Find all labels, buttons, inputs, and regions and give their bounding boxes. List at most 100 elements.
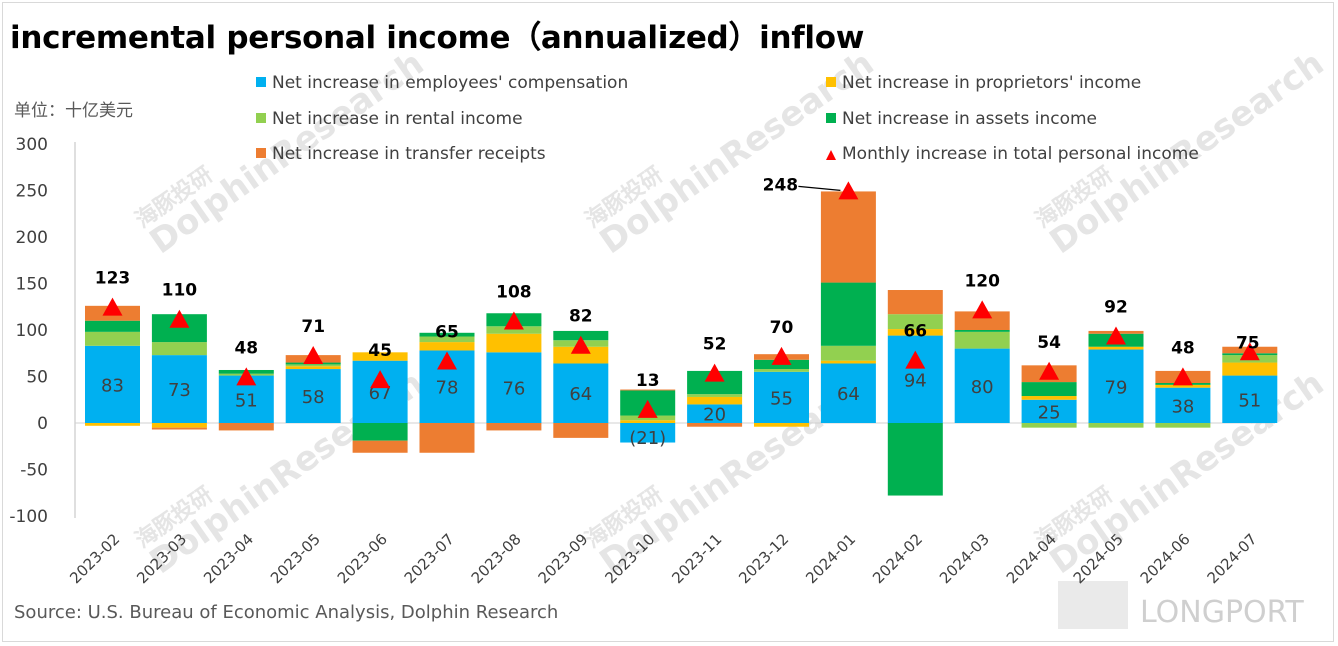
bar-segment <box>687 394 743 397</box>
total-marker <box>1039 361 1060 380</box>
x-tick-label: 2024-03 <box>936 530 993 587</box>
bar-group: 20 <box>687 370 743 427</box>
bar-segment <box>887 329 943 336</box>
total-label: 48 <box>234 338 258 358</box>
total-marker <box>437 351 457 370</box>
bar-segment <box>887 423 943 496</box>
x-tick-label: 2024-07 <box>1204 530 1261 587</box>
total-label: 108 <box>496 283 532 303</box>
callout-line <box>798 185 841 191</box>
total-marker <box>503 311 524 330</box>
bar-segment <box>352 352 408 361</box>
bar-data-label: 78 <box>436 378 459 399</box>
y-tick-label: 250 <box>16 182 48 202</box>
bar-segment <box>620 389 676 391</box>
total-marker <box>1172 367 1193 386</box>
legend-swatch <box>256 148 266 158</box>
legend-item: Monthly increase in total personal incom… <box>826 144 1199 164</box>
bar-segment <box>1021 399 1077 423</box>
bar-segment <box>1021 423 1077 428</box>
bars: 83 73 51 58 67 78 76 64 (21) 20 55 64 94 80 25 79 38 51 <box>85 191 1278 496</box>
total-label: 45 <box>368 341 392 361</box>
legend-item: Net increase in rental income <box>256 109 523 129</box>
bar-group: 94 <box>887 290 943 496</box>
total-marker <box>169 309 190 328</box>
total-label: 110 <box>162 281 198 301</box>
bar-data-label: (21) <box>629 428 666 449</box>
total-marker <box>1106 326 1126 345</box>
total-label: 65 <box>435 323 459 343</box>
bar-data-label: 83 <box>101 375 124 396</box>
bar-segment <box>1155 423 1211 428</box>
bar-segment <box>486 423 542 431</box>
bar-segment <box>85 331 140 346</box>
bar-segment <box>218 423 274 431</box>
total-marker <box>370 370 391 389</box>
bar-group: 80 <box>954 311 1010 423</box>
x-tick-label: 2024-01 <box>802 530 859 587</box>
total-marker <box>972 300 993 319</box>
total-markers: 123 110 48 71 45 65 108 82 13 52 70 248 66 120 54 92 48 7… <box>95 175 1260 418</box>
bar-segment <box>687 423 743 427</box>
bar-segment <box>151 342 207 356</box>
bar-data-label: 73 <box>168 380 191 401</box>
y-tick-label: -100 <box>9 507 48 527</box>
legend: Net increase in employees' compensation N… <box>256 73 1199 164</box>
bar-segment <box>1222 375 1278 423</box>
total-marker <box>102 297 123 316</box>
bar-segment <box>887 314 943 330</box>
bar-segment <box>419 342 475 351</box>
source-note: Source: U.S. Bureau of Economic Analysis… <box>14 602 559 623</box>
x-tick-label: 2023-08 <box>468 530 525 587</box>
total-label: 66 <box>903 322 927 342</box>
bar-segment <box>954 311 1010 330</box>
bar-segment <box>151 355 207 423</box>
bar-segment <box>285 369 341 423</box>
bar-data-label: 55 <box>770 388 793 409</box>
bar-segment <box>553 423 609 438</box>
bar-segment <box>887 335 943 423</box>
bar-segment <box>1021 382 1077 397</box>
logo-mark <box>1058 581 1128 629</box>
bar-segment <box>754 371 809 423</box>
bar-group: 25 <box>1021 365 1077 428</box>
bar-segment <box>151 423 207 428</box>
bar-segment <box>553 346 609 364</box>
total-label: 248 <box>763 175 799 195</box>
bar-segment <box>687 370 743 395</box>
legend-label: Net increase in rental income <box>272 109 523 129</box>
bar-segment <box>687 396 743 405</box>
bar-segment <box>1088 349 1144 423</box>
bar-data-label: 80 <box>971 377 994 398</box>
x-tick-label: 2023-12 <box>735 530 792 587</box>
total-label: 70 <box>770 318 794 338</box>
bar-segment <box>754 369 809 372</box>
total-marker <box>838 181 859 200</box>
legend-marker <box>826 150 836 160</box>
total-label: 54 <box>1037 333 1061 353</box>
bar-data-label: 58 <box>302 387 325 408</box>
legend-item: Net increase in proprietors' income <box>826 73 1141 93</box>
bar-segment <box>85 423 140 426</box>
total-label: 120 <box>964 271 1000 291</box>
bar-segment <box>887 290 943 315</box>
bar-data-label: 38 <box>1171 396 1194 417</box>
bar-group: 58 <box>285 355 341 423</box>
y-tick-label: 0 <box>37 414 48 434</box>
x-tick-label: 2023-07 <box>401 530 458 587</box>
bar-segment <box>820 363 876 423</box>
total-marker <box>236 367 257 386</box>
y-tick-label: 100 <box>16 321 48 341</box>
bar-segment <box>1155 384 1211 388</box>
bar-segment <box>352 423 408 441</box>
bar-group: 55 <box>754 354 809 427</box>
bar-segment <box>486 326 542 334</box>
logo-text: LONGPORT <box>1140 595 1304 630</box>
bar-segment <box>687 404 743 423</box>
bar-segment <box>820 191 876 283</box>
bar-data-label: 51 <box>235 390 258 411</box>
bar-segment <box>820 345 876 361</box>
bar-segment <box>820 282 876 346</box>
